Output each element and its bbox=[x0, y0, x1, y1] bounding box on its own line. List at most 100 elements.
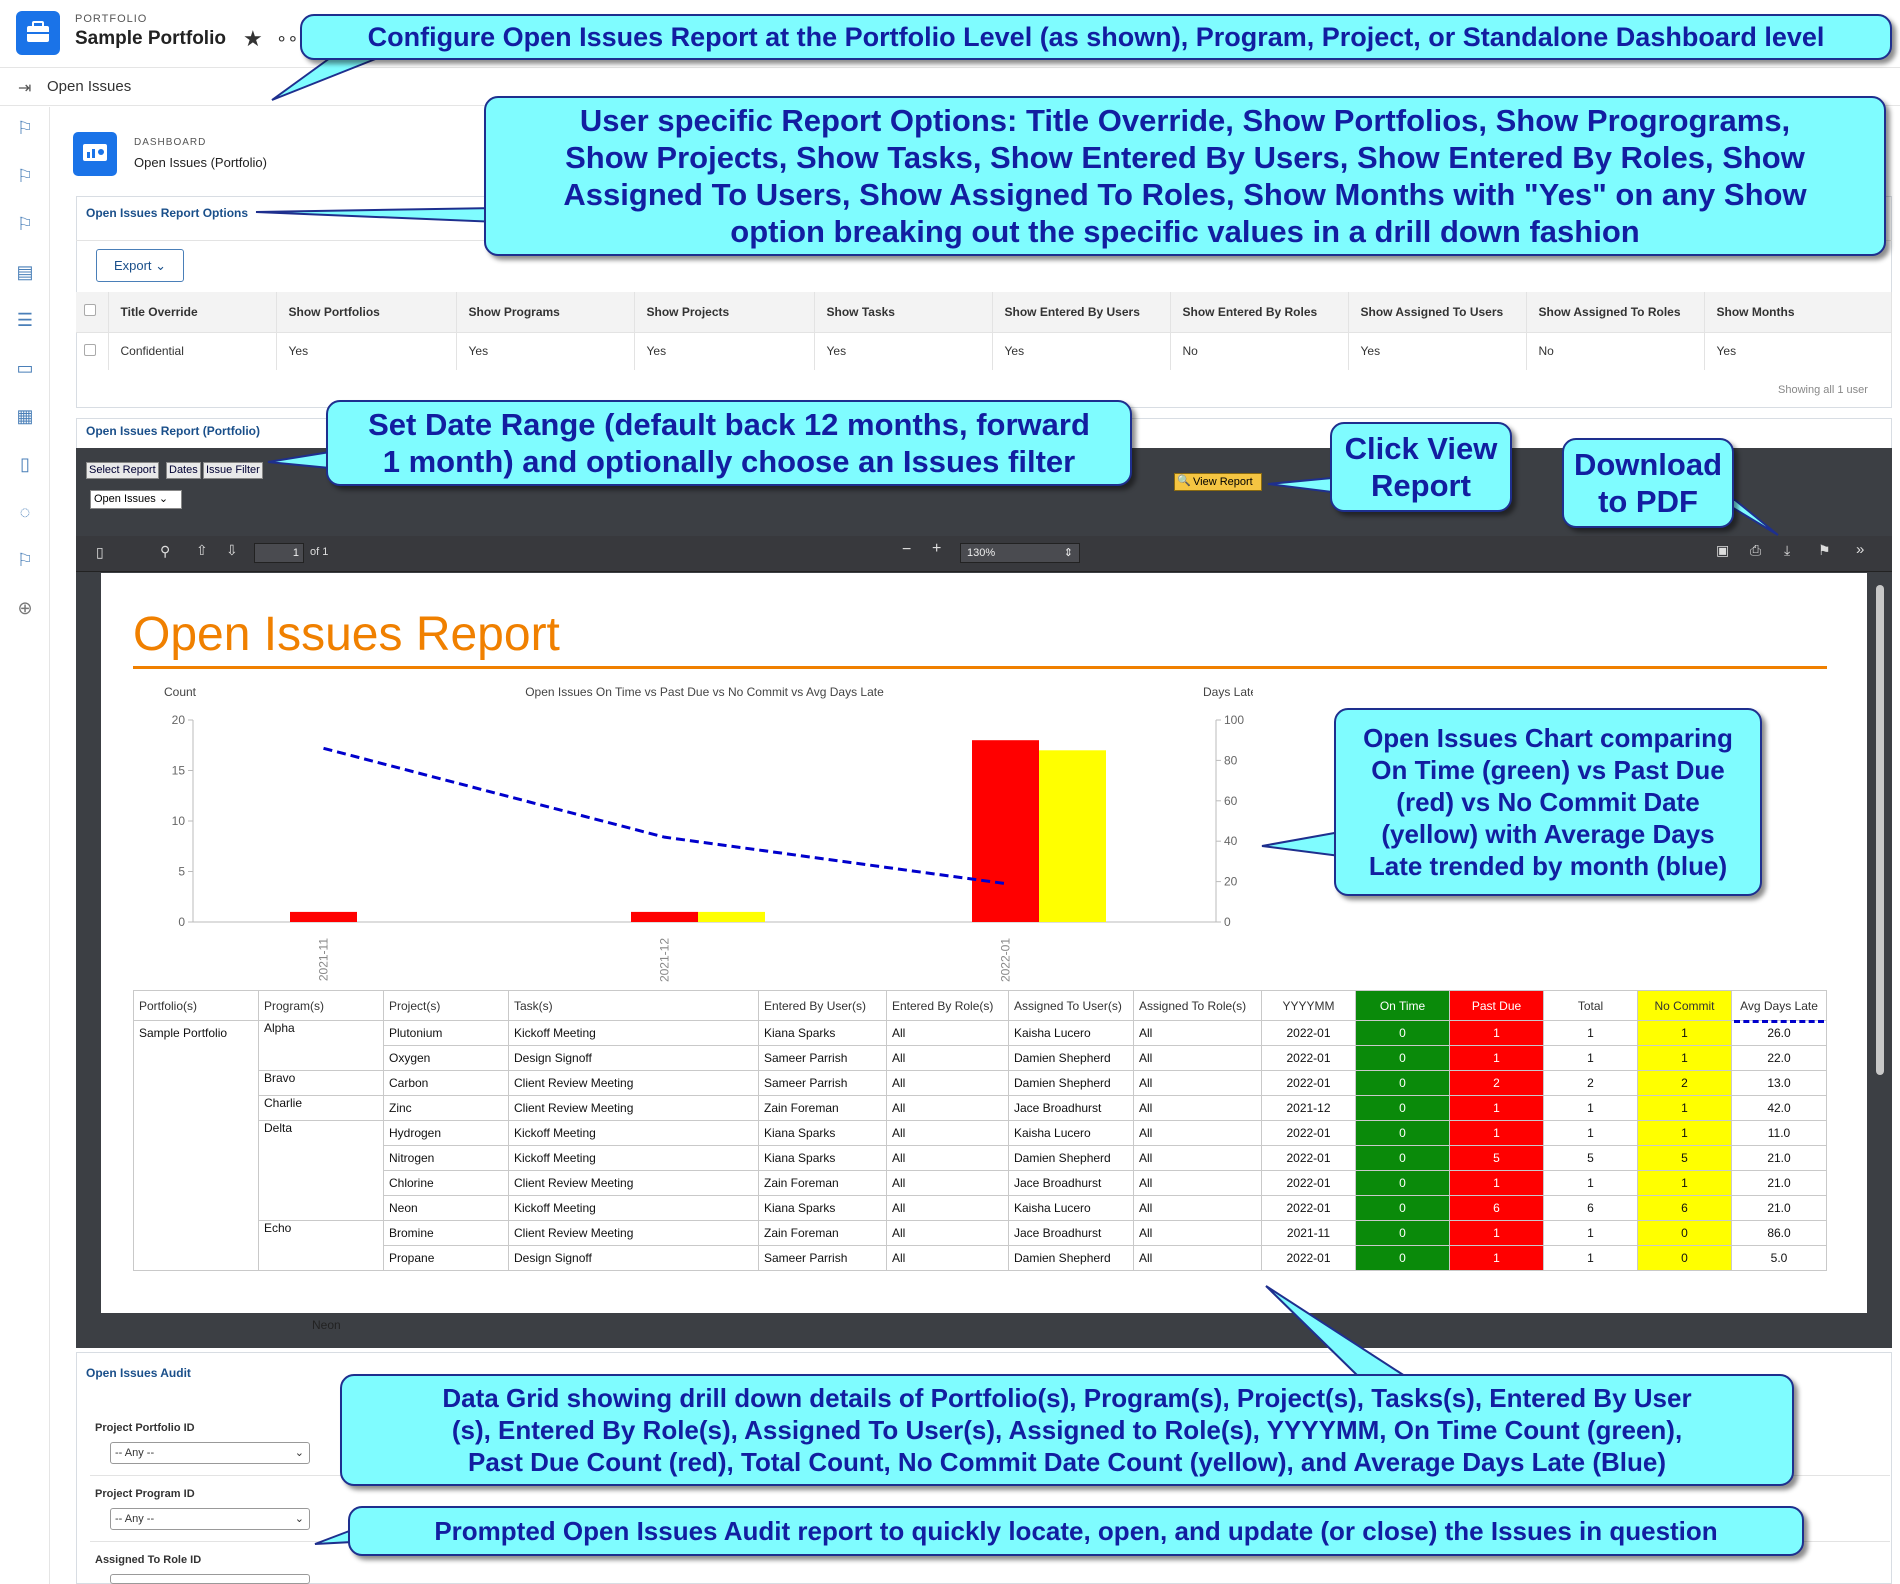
month-cell: 2022-01 bbox=[1261, 1045, 1356, 1071]
past-due-cell: 1 bbox=[1449, 1120, 1544, 1146]
task-cell: Client Review Meeting bbox=[508, 1220, 759, 1246]
avg-days-late-cell: 21.0 bbox=[1731, 1170, 1827, 1196]
column-header[interactable]: Show Entered By Roles bbox=[1170, 292, 1349, 333]
table-row[interactable]: Confidential Yes Yes Yes Yes Yes No Yes … bbox=[76, 332, 1892, 370]
chat-icon[interactable]: ◌ bbox=[19, 502, 31, 522]
chart-callout-line: On Time (green) vs Past Due bbox=[1371, 755, 1725, 785]
on-time-cell: 0 bbox=[1355, 1120, 1450, 1146]
dates-tab[interactable]: Dates bbox=[166, 462, 201, 479]
select-all-checkbox[interactable] bbox=[84, 304, 96, 317]
date-range-callout: Set Date Range (default back 12 months, … bbox=[326, 400, 1132, 486]
find-icon[interactable]: ⚲ bbox=[160, 543, 171, 559]
list-icon[interactable]: ☰ bbox=[16, 310, 34, 330]
file-icon[interactable]: ▯ bbox=[20, 454, 30, 474]
avg-days-late-cell: 22.0 bbox=[1731, 1045, 1827, 1071]
table-cell: Yes bbox=[1704, 332, 1892, 370]
configure-pointer bbox=[271, 57, 379, 101]
entered-user-cell: Kiana Sparks bbox=[758, 1120, 887, 1146]
view-report-button[interactable]: View Report bbox=[1174, 473, 1262, 491]
column-header[interactable]: Show Entered By Users bbox=[992, 292, 1171, 333]
add-icon[interactable]: ⊕ bbox=[17, 598, 33, 618]
project-portfolio-id-select[interactable]: -- Any -- ⌄ bbox=[110, 1442, 310, 1464]
open-file-icon[interactable]: ▣ bbox=[1716, 542, 1730, 558]
row-select-cell[interactable] bbox=[76, 332, 109, 370]
chart-flag-icon-2[interactable]: ⚐ bbox=[16, 166, 34, 186]
indent-arrow-icon[interactable]: ⇥ bbox=[18, 80, 32, 97]
page-number-input[interactable]: 1 bbox=[254, 543, 304, 563]
chevron-down-icon: ⌄ bbox=[294, 1513, 304, 1525]
calendar-icon[interactable]: ▦ bbox=[16, 406, 34, 426]
column-header[interactable]: Show Months bbox=[1704, 292, 1892, 333]
board-icon[interactable]: ▤ bbox=[16, 262, 34, 282]
document-icon[interactable]: ▭ bbox=[16, 358, 34, 378]
chart-callout-line: (red) vs No Commit Date bbox=[1396, 787, 1700, 817]
issue-filter-tab[interactable]: Issue Filter bbox=[203, 462, 263, 479]
bar-no-commit bbox=[698, 911, 765, 922]
options-callout-line: Assigned To Users, Show Assigned To Role… bbox=[563, 177, 1807, 212]
zoom-select[interactable]: 130% ⇕ bbox=[960, 543, 1080, 563]
chart-flag-icon-3[interactable]: ⚐ bbox=[16, 214, 34, 234]
tools-expand-icon[interactable]: » bbox=[1856, 541, 1865, 558]
on-time-cell: 0 bbox=[1355, 1020, 1450, 1046]
column-header[interactable]: Show Assigned To Roles bbox=[1526, 292, 1705, 333]
scrollbar-thumb[interactable] bbox=[1876, 585, 1884, 1075]
audit-title: Open Issues Audit bbox=[86, 1366, 191, 1380]
entered-user-cell: Sameer Parrish bbox=[758, 1245, 887, 1271]
y2-tick-label: 0 bbox=[1224, 915, 1231, 929]
no-commit-cell: 6 bbox=[1637, 1195, 1732, 1221]
select-all-cell[interactable] bbox=[76, 292, 109, 333]
report-options-table: Title Override Show Portfolios Show Prog… bbox=[76, 292, 1892, 370]
select-report-tab[interactable]: Select Report bbox=[86, 462, 159, 479]
y2-tick-label: 80 bbox=[1224, 753, 1238, 767]
past-due-cell: 1 bbox=[1449, 1095, 1544, 1121]
entered-user-cell: Zain Foreman bbox=[758, 1220, 887, 1246]
project-program-id-select[interactable]: -- Any -- ⌄ bbox=[110, 1508, 310, 1530]
star-icon[interactable]: ★ bbox=[243, 26, 263, 51]
open-issues-nav-link[interactable]: Open Issues bbox=[47, 78, 132, 95]
task-cell: Kickoff Meeting bbox=[508, 1145, 759, 1171]
grid-column-header: Assigned To Role(s) bbox=[1133, 990, 1262, 1021]
portfolio-app-icon[interactable] bbox=[16, 11, 60, 55]
total-cell: 1 bbox=[1543, 1120, 1638, 1146]
column-header[interactable]: Show Programs bbox=[456, 292, 635, 333]
download-icon[interactable]: ⤓ bbox=[1784, 542, 1791, 558]
avg-days-late-cell: 86.0 bbox=[1731, 1220, 1827, 1246]
previous-page-icon[interactable]: ⇧ bbox=[196, 542, 208, 558]
report-panel-title: Open Issues Report (Portfolio) bbox=[86, 424, 261, 438]
y-tick-label: 10 bbox=[172, 814, 186, 828]
export-button[interactable]: Export ⌄ bbox=[96, 249, 184, 282]
sidebar-toggle-icon[interactable]: ▯ bbox=[96, 544, 104, 560]
column-header[interactable]: Show Tasks bbox=[814, 292, 993, 333]
no-commit-cell: 5 bbox=[1637, 1145, 1732, 1171]
audit-pointer bbox=[314, 1528, 353, 1545]
task-cell: Design Signoff bbox=[508, 1245, 759, 1271]
table-header-row: Title Override Show Portfolios Show Prog… bbox=[76, 292, 1892, 333]
issue-filter-select[interactable]: Open Issues ⌄ bbox=[90, 490, 182, 509]
chart-flag-icon-4[interactable]: ⚐ bbox=[16, 550, 34, 570]
zoom-in-icon[interactable]: + bbox=[932, 540, 942, 557]
zoom-out-icon[interactable]: − bbox=[902, 541, 912, 558]
date-range-callout-line: 1 month) and optionally choose an Issues… bbox=[382, 444, 1076, 479]
print-icon[interactable]: ⎙ bbox=[1750, 542, 1762, 558]
column-header[interactable]: Show Portfolios bbox=[276, 292, 457, 333]
row-checkbox[interactable] bbox=[84, 343, 96, 356]
grid-column-header: Entered By Role(s) bbox=[886, 990, 1009, 1021]
bookmark-icon[interactable]: ⚑ bbox=[1818, 542, 1831, 558]
column-header[interactable]: Title Override bbox=[108, 292, 277, 333]
audit-callout: Prompted Open Issues Audit report to qui… bbox=[348, 1506, 1804, 1556]
portfolio-cell: Sample Portfolio bbox=[133, 1020, 259, 1271]
task-cell: Client Review Meeting bbox=[508, 1170, 759, 1196]
chart-flag-icon[interactable]: ⚐ bbox=[16, 118, 34, 138]
next-page-icon[interactable]: ⇩ bbox=[226, 542, 238, 558]
entered-user-cell: Zain Foreman bbox=[758, 1170, 887, 1196]
table-cell: Yes bbox=[276, 332, 457, 370]
search-icon: 🔍 bbox=[1177, 475, 1191, 487]
view-report-callout-line: Click View bbox=[1344, 431, 1498, 466]
program-cell: Delta bbox=[258, 1120, 384, 1146]
column-header[interactable]: Show Assigned To Users bbox=[1348, 292, 1527, 333]
column-header[interactable]: Show Projects bbox=[634, 292, 815, 333]
y-tick-label: 0 bbox=[178, 915, 185, 929]
no-commit-cell: 1 bbox=[1637, 1095, 1732, 1121]
entered-user-cell: Sameer Parrish bbox=[758, 1070, 887, 1096]
assigned-to-role-id-label: Assigned To Role ID bbox=[95, 1554, 202, 1566]
